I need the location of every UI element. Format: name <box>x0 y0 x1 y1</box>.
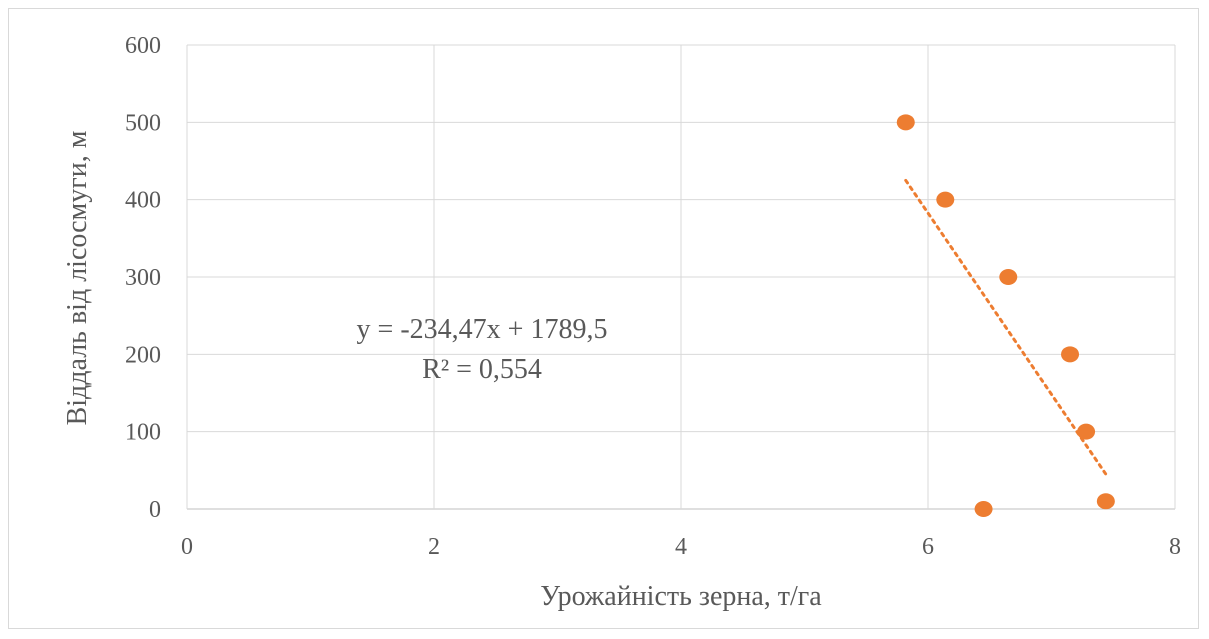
data-point <box>1096 493 1115 510</box>
data-point <box>1077 423 1096 440</box>
y-tick-label: 0 <box>149 497 161 523</box>
y-tick-label: 400 <box>125 188 161 214</box>
y-tick-label: 200 <box>125 342 161 368</box>
data-point <box>999 269 1018 285</box>
data-points <box>896 114 1115 517</box>
x-tick-label: 4 <box>675 534 687 560</box>
data-point <box>1061 346 1080 363</box>
trendline <box>904 178 1108 476</box>
x-tick-label: 2 <box>428 534 440 560</box>
data-point <box>936 191 955 208</box>
y-tick-label: 500 <box>125 110 161 136</box>
gridlines <box>186 44 1176 510</box>
data-point <box>896 114 915 131</box>
x-axis-title: Урожайність зерна, т/га <box>540 581 822 612</box>
trendline-r-squared: R² = 0,554 <box>422 354 542 385</box>
y-tick-label: 100 <box>125 420 161 446</box>
x-tick-label: 0 <box>181 534 193 560</box>
y-axis-title: Віддаль від лісосмуги, м <box>62 130 93 425</box>
data-point <box>974 501 993 517</box>
tick-labels: 0 100 200 300 400 500 600 0 2 4 6 8 <box>125 33 1181 560</box>
x-tick-label: 8 <box>1169 534 1181 560</box>
y-tick-label: 300 <box>125 265 161 291</box>
trendline-path <box>904 178 1108 476</box>
y-tick-label: 600 <box>125 33 161 59</box>
x-tick-label: 6 <box>922 534 934 560</box>
trendline-equation: y = -234,47x + 1789,5 <box>357 314 608 345</box>
